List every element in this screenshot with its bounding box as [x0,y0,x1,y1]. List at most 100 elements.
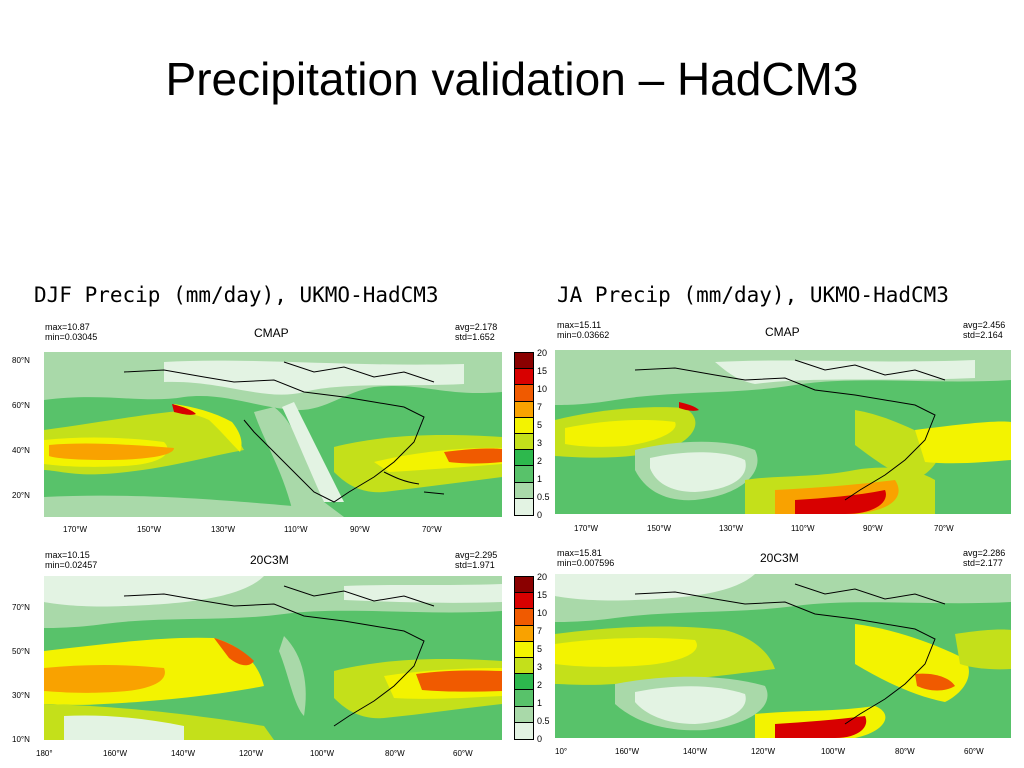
xtick: 70°W [934,524,954,533]
xtick: 170°W [63,525,88,534]
precip-map [44,352,502,517]
colorbar-label: 3 [537,662,543,672]
xtick: 170°W [574,524,599,533]
stat-avg: avg=2.295 [455,550,498,560]
colorbar-segment [515,450,533,467]
colorbar-label: 2 [537,456,543,466]
xtick: 180° [36,749,53,758]
stat-min: min=0.03662 [557,330,610,340]
panel-title: CMAP [254,326,289,340]
colorbar-segment [515,593,533,610]
colorbar-segment [515,466,533,483]
ytick: 10°N [12,735,30,744]
colorbar-label: 5 [537,644,543,654]
xtick: 130°W [719,524,744,533]
colorbar-label: 7 [537,626,543,636]
xtick: 120°W [239,749,264,758]
figure-title-ja: JA Precip (mm/day), UKMO-HadCM3 [557,283,949,307]
stat-std: std=1.652 [455,332,495,342]
figure-title-djf: DJF Precip (mm/day), UKMO-HadCM3 [34,283,439,307]
colorbar-label: 0.5 [537,716,550,726]
colorbar-label: 0 [537,734,543,744]
colorbar [514,576,534,740]
colorbar-label: 2 [537,680,543,690]
colorbar-segment [515,641,533,658]
colorbar-label: 1 [537,474,543,484]
colorbar-label: 10 [537,384,548,394]
colorbar-label: 1 [537,698,543,708]
colorbar-label: 0.5 [537,492,550,502]
xtick: 120°W [751,747,776,756]
stat-avg: avg=2.286 [963,548,1006,558]
xtick: 90°W [350,525,370,534]
colorbar-label: 15 [537,366,548,376]
xtick: 140°W [683,747,708,756]
colorbar-segment [515,417,533,434]
colorbar-label: 0 [537,510,543,520]
precip-map [555,574,1011,738]
colorbar-segment [515,401,533,418]
panel-title: 20C3M [250,553,289,567]
xtick: 60°W [453,749,473,758]
xtick: 140°W [171,749,196,758]
ytick: 60°N [12,401,30,410]
colorbar-label: 15 [537,590,548,600]
colorbar-label: 7 [537,402,543,412]
xtick: 130°W [211,525,236,534]
ytick: 80°N [12,356,30,365]
xtick: 100°W [821,747,846,756]
stat-std: std=2.177 [963,558,1003,568]
xtick: 160°W [615,747,640,756]
stat-min: min=0.02457 [45,560,98,570]
xtick: 110°W [284,525,308,534]
xtick: 10° [555,747,568,756]
stat-max: max=15.11 [557,320,602,330]
xtick: 150°W [647,524,672,533]
colorbar-segment [515,690,533,707]
stat-std: std=1.971 [455,560,495,570]
colorbar-segment [515,625,533,642]
colorbar-label: 3 [537,438,543,448]
xtick: 70°W [422,525,442,534]
colorbar-segment [515,385,533,402]
colorbar-segment [515,482,533,499]
stat-min: min=0.03045 [45,332,98,342]
colorbar-label: 20 [537,572,548,582]
colorbar-label: 5 [537,420,543,430]
colorbar-segment [515,577,533,594]
colorbar [514,352,534,516]
ytick: 30°N [12,691,30,700]
colorbar-label: 10 [537,608,548,618]
xtick: 80°W [385,749,405,758]
colorbar-segment [515,353,533,370]
ytick: 20°N [12,491,30,500]
precip-map [555,350,1011,514]
stat-std: std=2.164 [963,330,1003,340]
ytick: 70°N [12,603,30,612]
colorbar-segment [515,674,533,691]
colorbar-segment [515,369,533,386]
stat-avg: avg=2.456 [963,320,1006,330]
xtick: 80°W [895,747,915,756]
colorbar-segment [515,657,533,675]
stat-min: min=0.007596 [557,558,615,568]
stat-avg: avg=2.178 [455,322,498,332]
stat-max: max=10.87 [45,322,90,332]
ytick: 40°N [12,446,30,455]
xtick: 110°W [791,524,815,533]
precip-map [44,576,502,740]
xtick: 90°W [863,524,883,533]
slide-title: Precipitation validation – HadCM3 [165,53,859,105]
ytick: 50°N [12,647,30,656]
xtick: 160°W [103,749,128,758]
colorbar-label: 20 [537,348,548,358]
stat-max: max=15.81 [557,548,602,558]
colorbar-segment [515,433,533,451]
colorbar-segment [515,498,533,515]
xtick: 150°W [137,525,162,534]
colorbar-segment [515,706,533,723]
panel-title: CMAP [765,325,800,339]
xtick: 100°W [310,749,335,758]
stat-max: max=10.15 [45,550,90,560]
panel-title: 20C3M [760,551,799,565]
